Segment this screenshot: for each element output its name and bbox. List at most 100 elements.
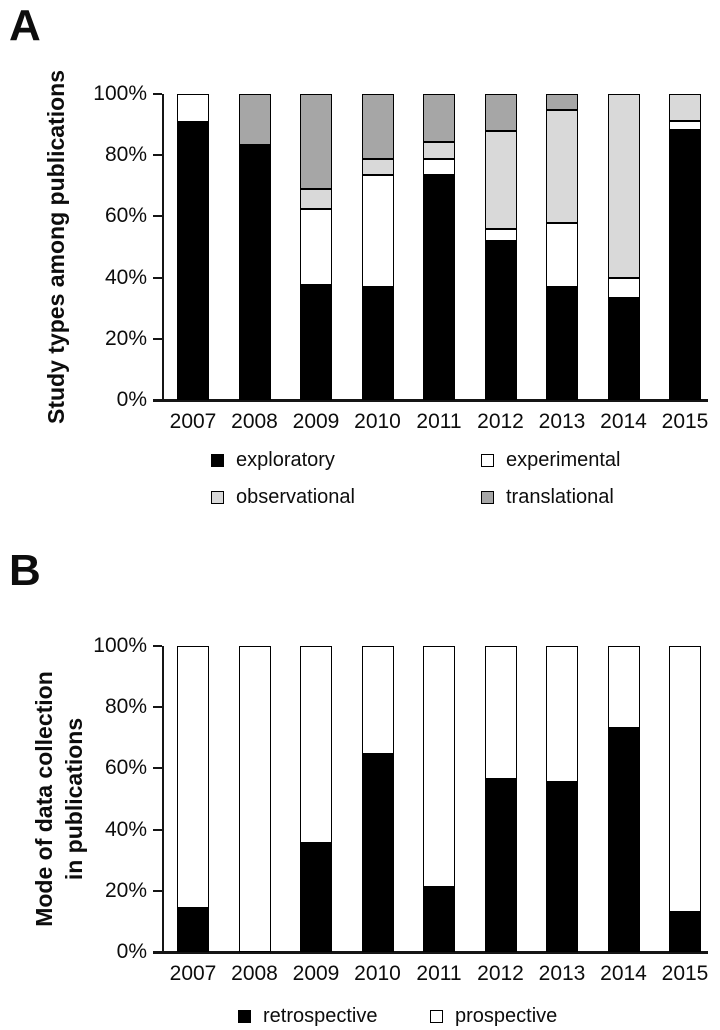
x-axis-label-2007: 2007 — [169, 410, 217, 433]
x-axis-label-2011: 2011 — [416, 962, 462, 985]
bar-segment-retrospective — [177, 908, 209, 952]
bar-segment-exploratory — [238, 145, 271, 400]
bar-2012 — [484, 646, 517, 952]
bar-2008 — [238, 94, 271, 400]
y-axis-tick-label: 40% — [104, 265, 147, 289]
bar-segment-prospective — [238, 646, 271, 952]
bar-segment-experimental — [361, 174, 394, 288]
bar-2010 — [361, 646, 394, 952]
y-axis-tick — [153, 215, 162, 218]
bar-segment-translational — [238, 94, 271, 146]
bar-segment-translational — [300, 94, 332, 190]
bar-segment-experimental — [669, 121, 701, 131]
legend-swatch-icon — [430, 1009, 443, 1023]
bar-segment-prospective — [484, 646, 517, 780]
y-axis-tick-label: 40% — [104, 817, 147, 841]
panel-b-label: B — [9, 546, 41, 595]
y-axis-tick-label: 80% — [104, 143, 147, 167]
panel-b-legend: retrospective prospective — [238, 1006, 658, 1028]
y-axis-tick — [153, 154, 162, 157]
y-axis-tick-label: 0% — [116, 388, 147, 411]
legend-item-exploratory: exploratory — [211, 450, 335, 470]
panel-a-y-axis-title: Study types among publications — [43, 70, 70, 424]
bar-segment-observational — [300, 189, 332, 209]
y-axis-tick — [153, 276, 162, 279]
legend-swatch-icon — [481, 490, 494, 504]
y-axis-tick — [153, 399, 162, 401]
bar-segment-retrospective — [607, 727, 640, 952]
legend-label: translational — [506, 486, 614, 508]
bar-segment-exploratory — [607, 298, 640, 400]
y-axis-line — [162, 94, 164, 400]
x-axis-label-2014: 2014 — [600, 410, 647, 433]
bar-segment-translational — [484, 94, 517, 131]
bar-segment-translational — [361, 94, 394, 159]
bar-segment-experimental — [484, 228, 517, 241]
bar-segment-exploratory — [484, 240, 517, 400]
y-axis-tick-label: 60% — [104, 204, 147, 228]
bar-segment-observational — [546, 110, 578, 223]
legend-swatch-icon — [238, 1009, 251, 1023]
bar-segment-translational — [546, 94, 578, 111]
x-axis-label-2011: 2011 — [416, 410, 462, 433]
bar-2009 — [300, 646, 332, 952]
x-axis-label-2015: 2015 — [661, 962, 709, 985]
bar-2008 — [238, 646, 271, 952]
bar-2007 — [177, 94, 209, 400]
bar-segment-prospective — [607, 646, 640, 728]
bar-segment-experimental — [177, 94, 209, 122]
bar-segment-prospective — [361, 646, 394, 755]
y-axis-tick — [153, 828, 162, 831]
y-axis-tick — [153, 93, 162, 95]
bar-segment-exploratory — [361, 287, 394, 400]
legend-swatch-icon — [211, 490, 224, 504]
x-axis-label-2013: 2013 — [538, 410, 586, 433]
x-axis-label-2010: 2010 — [354, 410, 401, 433]
legend-swatch-icon — [211, 453, 224, 467]
bar-segment-exploratory — [423, 174, 455, 400]
bar-segment-observational — [484, 130, 517, 229]
panel-a-plot-area: 0% 20% 40% 60% 80% 100% 2007 2008 2009 2010 2011 20… — [93, 83, 708, 433]
panel-a-legend: exploratory experimental observational tran… — [211, 450, 691, 508]
bar-segment-experimental — [607, 277, 640, 299]
x-axis-label-2012: 2012 — [477, 410, 524, 433]
x-axis-label-2015: 2015 — [661, 410, 709, 433]
bar-segment-exploratory — [300, 285, 332, 400]
x-axis-label-2009: 2009 — [292, 962, 340, 985]
y-axis-tick — [153, 706, 162, 709]
bar-segment-observational — [423, 142, 455, 159]
bar-segment-experimental — [546, 222, 578, 288]
x-axis-label-2013: 2013 — [538, 962, 586, 985]
y-axis-tick — [153, 889, 162, 892]
bar-segment-observational — [669, 94, 701, 122]
bar-segment-prospective — [177, 646, 209, 909]
y-axis-line — [162, 646, 164, 952]
y-axis-tick — [153, 337, 162, 340]
bar-2007 — [177, 646, 209, 952]
legend-label: observational — [236, 486, 355, 508]
bar-segment-retrospective — [361, 754, 394, 952]
panel-a-label: A — [9, 1, 41, 50]
bar-2014 — [607, 646, 640, 952]
x-axis-label-2008: 2008 — [231, 410, 278, 433]
x-axis-label-2007: 2007 — [169, 962, 217, 985]
x-axis-label-2012: 2012 — [477, 962, 524, 985]
x-axis-label-2014: 2014 — [600, 962, 647, 985]
bar-segment-observational — [607, 94, 640, 278]
y-axis-tick-label: 100% — [93, 82, 147, 105]
x-axis-label-2009: 2009 — [292, 410, 340, 433]
bar-2011 — [423, 94, 455, 400]
y-axis-tick — [153, 767, 162, 770]
bar-segment-retrospective — [423, 887, 455, 952]
legend-label: retrospective — [263, 1005, 378, 1027]
x-axis-label-2008: 2008 — [231, 962, 278, 985]
y-axis-tick — [153, 951, 162, 953]
y-axis-tick-label: 20% — [104, 326, 147, 350]
legend-label: prospective — [455, 1005, 558, 1027]
x-axis-line — [153, 399, 708, 402]
bar-segment-prospective — [546, 646, 578, 782]
bar-segment-translational — [423, 94, 455, 143]
bar-segment-experimental — [300, 208, 332, 286]
bar-2014 — [607, 94, 640, 400]
bar-segment-exploratory — [546, 287, 578, 400]
